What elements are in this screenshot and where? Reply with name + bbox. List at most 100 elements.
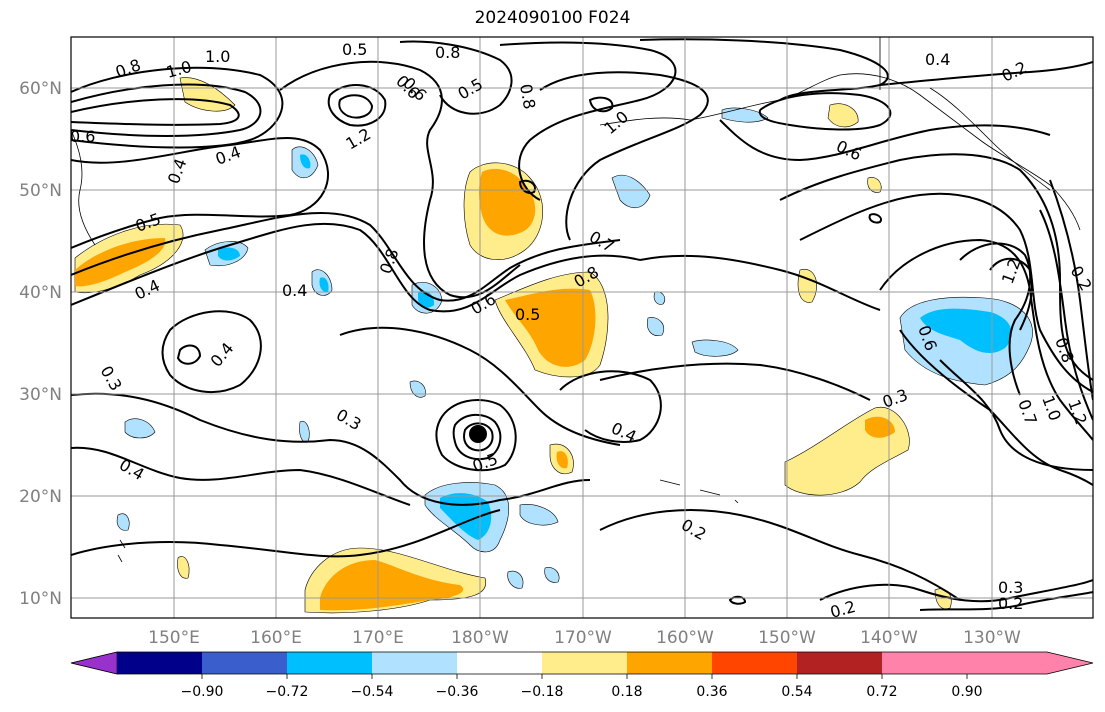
contour-line xyxy=(176,344,202,365)
lon-label: 170°E xyxy=(352,628,404,648)
lat-label: 60°N xyxy=(19,79,62,99)
colorbar-tick-label: −0.54 xyxy=(351,684,394,700)
contour-line xyxy=(799,192,1093,393)
colorbar-tick-label: 0.90 xyxy=(951,684,982,700)
contour-line xyxy=(71,211,621,302)
contour-line xyxy=(868,213,882,224)
shade-positive-weak xyxy=(827,103,859,128)
contour-label: 0.4 xyxy=(132,276,163,304)
contour-line xyxy=(435,399,517,472)
shade-positive-moderate xyxy=(505,288,596,367)
colorbar-tick-label: 0.72 xyxy=(866,684,897,700)
contour-line xyxy=(279,60,521,299)
contour-layer xyxy=(71,38,1093,611)
contour-line xyxy=(819,579,1093,603)
contour-line xyxy=(71,83,262,137)
contour-line xyxy=(518,179,536,194)
shade-negative-weak xyxy=(721,107,769,123)
shade-positive-weak xyxy=(179,77,236,112)
storm-center-marker xyxy=(469,425,487,443)
colorbar-tick-label: −0.72 xyxy=(266,684,309,700)
contour-line xyxy=(879,238,1093,441)
contour-line xyxy=(339,326,621,446)
contour-line xyxy=(599,509,961,601)
shade-positive-weak xyxy=(177,556,190,579)
contour-label: 0.3 xyxy=(97,363,126,395)
colorbar-tick-label: −0.90 xyxy=(181,684,224,700)
contour-line xyxy=(588,96,614,113)
lon-label: 140°W xyxy=(860,628,918,648)
colorbar-tick-label: −0.18 xyxy=(521,684,564,700)
lat-label: 50°N xyxy=(19,181,62,201)
contour-label: 1.2 xyxy=(1064,397,1091,427)
contour-line xyxy=(719,119,1051,162)
shade-negative-moderate xyxy=(319,277,329,293)
contour-label: 0.4 xyxy=(925,50,950,69)
contour-label: 0.4 xyxy=(608,418,639,446)
colorbar-tick-label: 0.36 xyxy=(696,684,727,700)
shade-negative-moderate xyxy=(920,308,1012,354)
coastline xyxy=(71,129,96,246)
contour-label: 0.2 xyxy=(998,594,1023,613)
contour-label: 0.3 xyxy=(998,578,1023,597)
contour-line xyxy=(71,509,501,558)
contour-line xyxy=(1049,179,1093,401)
contour-label: 0.8 xyxy=(113,55,143,82)
contour-label: 0.3 xyxy=(333,405,365,434)
latitude-labels: 60°N 50°N 40°N 30°N 20°N 10°N xyxy=(19,79,62,609)
contour-line xyxy=(71,137,330,249)
contour-line xyxy=(71,392,591,506)
contour-line xyxy=(71,222,641,313)
contour-line xyxy=(599,362,871,401)
contour-line xyxy=(399,40,513,115)
lon-label: 180°W xyxy=(451,628,509,648)
shade-negative-weak xyxy=(409,380,426,398)
lat-label: 30°N xyxy=(19,385,62,405)
shade-negative-weak xyxy=(519,504,559,526)
lon-label: 160°E xyxy=(250,628,302,648)
coastline xyxy=(117,539,126,563)
shade-negative-weak xyxy=(124,418,156,439)
contour-line xyxy=(338,94,374,119)
contour-line xyxy=(1039,209,1093,421)
shade-negative-moderate xyxy=(300,154,311,169)
contour-label: 0.8 xyxy=(516,82,539,110)
shade-negative-weak xyxy=(544,567,560,583)
colorbar-outline xyxy=(70,651,1094,675)
colorbar-tick-label: −0.36 xyxy=(436,684,479,700)
contour-label: 1.0 xyxy=(1038,393,1065,423)
contour-line xyxy=(327,83,387,127)
contour-label: 0.8 xyxy=(435,43,460,62)
coastline xyxy=(599,73,1081,231)
contour-label: 0.4 xyxy=(207,339,238,371)
contour-label: 0.7 xyxy=(586,227,618,256)
contour-label: 0.8 xyxy=(1051,335,1078,365)
contour-line xyxy=(539,71,709,241)
contour-line xyxy=(639,254,881,311)
colorbar-segment xyxy=(287,652,372,674)
map-title: 2024090100 F024 xyxy=(474,8,631,28)
coastline xyxy=(879,37,1051,191)
contour-line xyxy=(939,359,1093,471)
longitude-labels: 150°E 160°E 170°E 180°W 170°W 160°W 150°… xyxy=(148,628,1021,648)
colorbar: −0.90 −0.72 −0.54 −0.36 −0.18 0.18 0.36 … xyxy=(70,651,1094,700)
colorbar-segment xyxy=(202,652,287,674)
contour-label: 0.5 xyxy=(342,40,367,59)
shade-positive-moderate xyxy=(865,416,895,438)
shade-negative-weak xyxy=(507,570,524,589)
shade-negative-weak xyxy=(653,291,666,305)
shade-positive-weak xyxy=(797,268,817,303)
shade-negative-weak xyxy=(611,174,651,208)
colorbar-tick-label: 0.54 xyxy=(781,684,812,700)
contour-label: 0.6 xyxy=(70,127,95,146)
contour-line xyxy=(161,310,262,393)
contour-line xyxy=(559,370,662,443)
contour-line xyxy=(879,61,1093,86)
shade-negative-weak xyxy=(116,513,130,531)
contour-line xyxy=(919,591,1093,611)
contour-line xyxy=(779,153,1093,381)
colorbar-segment xyxy=(797,652,882,674)
contour-label: 0.2 xyxy=(828,597,858,622)
shade-negative-weak xyxy=(647,317,665,336)
